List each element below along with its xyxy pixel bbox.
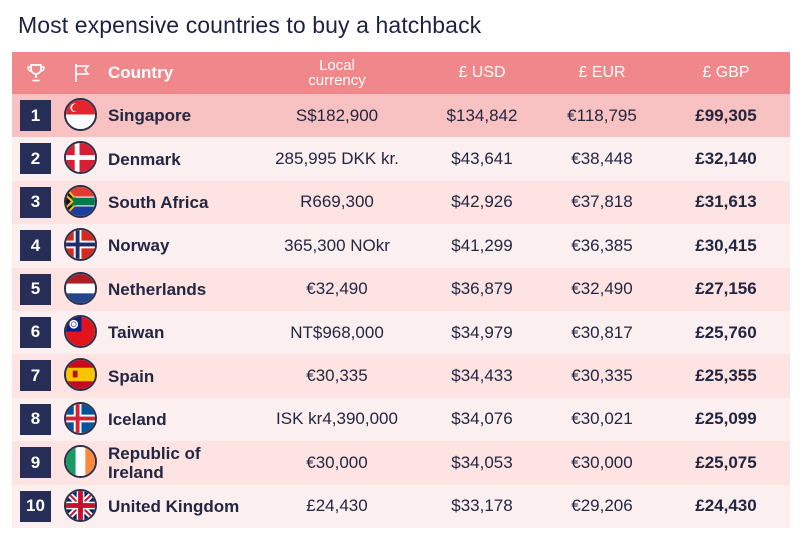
rank-badge: 2 [20, 143, 51, 175]
usd-price: $34,979 [451, 322, 513, 342]
table-row: 9 Republic of Ireland €30,000 $34,053 €3… [12, 441, 790, 485]
page-title: Most expensive countries to buy a hatchb… [18, 12, 482, 38]
eur-price: €37,818 [571, 192, 633, 212]
rank-badge: 10 [20, 490, 51, 522]
eur-price: €30,817 [571, 322, 633, 342]
gbp-price: £31,613 [695, 192, 757, 212]
eur-price: €118,795 [567, 105, 637, 125]
norway-flag-icon [64, 228, 97, 262]
column-header-usd: £ USD [458, 64, 506, 81]
eur-price: €30,000 [571, 452, 633, 472]
country-name: Norway [108, 236, 170, 256]
eur-price: €30,335 [571, 366, 633, 386]
table-row: 2 Denmark 285,995 DKK kr. $43,641 €38,44… [12, 137, 790, 181]
usd-price: $43,641 [451, 149, 513, 169]
country-name-line1: Republic of [108, 443, 201, 463]
south-africa-flag-icon [64, 184, 97, 218]
country-name: Denmark [108, 149, 181, 169]
local-price: S$182,900 [295, 105, 379, 125]
column-header-country: Country [108, 63, 174, 82]
table-row: 10 United Kingdom £24,430 $33,178 €29,20… [12, 484, 790, 528]
gbp-price: £25,099 [695, 409, 757, 429]
usd-price: $134,842 [446, 105, 518, 125]
ireland-flag-icon [64, 445, 97, 479]
netherlands-flag-icon [64, 271, 97, 305]
local-price: R669,300 [300, 192, 374, 212]
eur-price: €32,490 [571, 279, 633, 299]
local-price: ISK kr4,390,000 [276, 409, 398, 429]
singapore-flag-icon [64, 98, 97, 131]
country-name-line2: Ireland [108, 462, 164, 482]
rank-badge: 6 [20, 316, 51, 348]
denmark-flag-icon [64, 141, 97, 175]
rank-badge: 9 [20, 447, 51, 479]
country-name: Spain [108, 366, 155, 386]
rank-badge: 3 [20, 186, 51, 218]
usd-price: $33,178 [451, 496, 513, 516]
trophy-icon [20, 52, 52, 94]
gbp-price: £30,415 [695, 235, 757, 255]
table-row: 7 Spain €30,335 $34,433 €30,335 £25,355 [12, 354, 790, 398]
table-row: 8 Iceland ISK kr4,390,000 $34,076 €30,02… [12, 397, 790, 442]
gbp-price: £25,355 [695, 366, 757, 386]
gbp-price: £25,760 [695, 322, 757, 342]
country-name: United Kingdom [108, 496, 240, 516]
rank-badge: 1 [20, 100, 51, 131]
eur-price: €30,021 [571, 409, 633, 429]
table-row: 6 Taiwan NT$968,000 $34,979 €30,817 £25,… [12, 310, 790, 355]
local-price: NT$968,000 [290, 322, 384, 342]
iceland-flag-icon [64, 401, 97, 435]
local-price: €30,000 [306, 452, 368, 472]
table-row: 3 South Africa R669,300 $42,926 €37,818 … [12, 180, 790, 225]
column-header-eur: £ EUR [578, 64, 626, 81]
eur-price: €38,448 [571, 149, 633, 169]
table-row: 5 Netherlands €32,490 $36,879 €32,490 £2… [12, 267, 790, 311]
table-row: 4 Norway 365,300 NOkr $41,299 €36,385 £3… [12, 224, 790, 268]
usd-price: $34,053 [451, 452, 513, 472]
usd-price: $36,879 [451, 279, 513, 299]
spain-flag-icon [64, 358, 97, 392]
taiwan-flag-icon [64, 314, 97, 348]
country-name: South Africa [108, 192, 209, 212]
country-name: Taiwan [108, 323, 165, 343]
rank-badge: 7 [20, 360, 51, 392]
column-header-gbp: £ GBP [702, 64, 750, 81]
gbp-price: £24,430 [695, 496, 757, 516]
usd-price: $42,926 [451, 192, 513, 212]
table-header: Country Local currency £ USD £ EUR £ GBP [12, 52, 790, 94]
table-row: 1 Singapore S$182,900 $134,842 €118,795 … [12, 94, 790, 138]
usd-price: $34,076 [451, 409, 513, 429]
country-name: Iceland [108, 409, 167, 429]
column-header-local-currency: Local currency [252, 52, 422, 94]
country-name: Netherlands [108, 279, 207, 299]
gbp-price: £25,075 [695, 452, 757, 472]
local-line2: currency [308, 72, 366, 89]
rank-badge: 5 [20, 273, 51, 305]
rank-badge: 4 [20, 230, 51, 262]
usd-price: $34,433 [451, 366, 513, 386]
country-name: Republic of Ireland [108, 441, 201, 484]
local-price: €32,490 [306, 279, 368, 299]
local-price: 365,300 NOkr [284, 235, 390, 255]
local-price: 285,995 DKK kr. [275, 149, 399, 169]
gbp-price: £99,305 [695, 105, 757, 125]
local-price: €30,335 [306, 366, 368, 386]
local-line1: Local [319, 57, 355, 74]
uk-flag-icon [64, 488, 97, 522]
local-price: £24,430 [306, 496, 368, 516]
country-name: Singapore [108, 106, 192, 126]
rank-badge: 8 [20, 403, 51, 435]
gbp-price: £32,140 [695, 149, 757, 169]
eur-price: €36,385 [571, 235, 633, 255]
usd-price: $41,299 [451, 235, 513, 255]
ranking-table: Country Local currency £ USD £ EUR £ GBP… [12, 52, 790, 528]
gbp-price: £27,156 [695, 279, 757, 299]
flag-icon [67, 52, 97, 94]
eur-price: €29,206 [571, 496, 633, 516]
